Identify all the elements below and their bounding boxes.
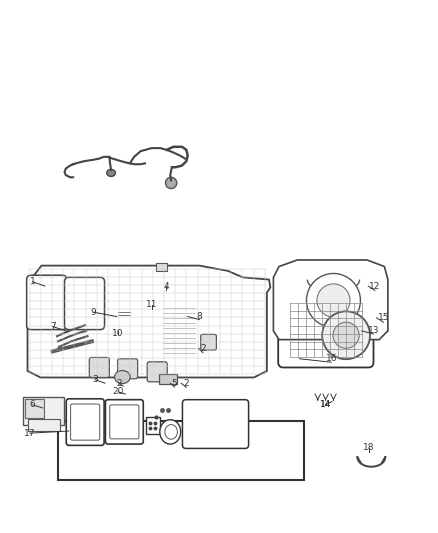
- FancyBboxPatch shape: [66, 399, 104, 446]
- Ellipse shape: [107, 169, 116, 176]
- Text: 20: 20: [112, 387, 124, 397]
- Bar: [159, 375, 177, 384]
- Text: 12: 12: [369, 281, 381, 290]
- Text: 14: 14: [320, 400, 331, 409]
- Text: 1: 1: [30, 277, 35, 286]
- Ellipse shape: [127, 315, 134, 322]
- Text: 8: 8: [197, 312, 202, 321]
- Text: 15: 15: [378, 313, 389, 322]
- Text: 9: 9: [91, 308, 96, 317]
- Text: 10: 10: [112, 329, 124, 338]
- FancyBboxPatch shape: [106, 400, 143, 444]
- Ellipse shape: [317, 284, 350, 317]
- Ellipse shape: [333, 322, 359, 349]
- Ellipse shape: [307, 273, 360, 327]
- Bar: [58, 421, 304, 480]
- Ellipse shape: [160, 419, 181, 444]
- Bar: [156, 263, 167, 271]
- FancyBboxPatch shape: [27, 275, 67, 329]
- Ellipse shape: [354, 324, 367, 336]
- Text: 3: 3: [92, 375, 98, 384]
- Text: 13: 13: [368, 326, 379, 335]
- Text: 17: 17: [24, 429, 35, 438]
- Bar: [25, 399, 44, 417]
- Bar: [118, 315, 121, 323]
- Bar: [146, 417, 160, 434]
- FancyBboxPatch shape: [89, 358, 110, 377]
- FancyBboxPatch shape: [147, 362, 167, 382]
- Text: 18: 18: [364, 443, 375, 452]
- Bar: [122, 315, 126, 323]
- FancyBboxPatch shape: [64, 277, 105, 329]
- Bar: [28, 419, 60, 431]
- FancyBboxPatch shape: [71, 404, 100, 440]
- FancyBboxPatch shape: [201, 334, 216, 350]
- Ellipse shape: [149, 318, 154, 322]
- FancyBboxPatch shape: [110, 405, 139, 439]
- Ellipse shape: [190, 408, 241, 440]
- Text: 11: 11: [146, 300, 157, 309]
- Text: 2: 2: [116, 378, 122, 387]
- Ellipse shape: [322, 311, 370, 359]
- Text: 2: 2: [200, 344, 206, 353]
- Ellipse shape: [165, 425, 177, 439]
- Ellipse shape: [166, 177, 177, 189]
- Text: 16: 16: [325, 354, 337, 364]
- Text: 2: 2: [184, 378, 189, 387]
- Polygon shape: [273, 260, 388, 340]
- Text: 14: 14: [320, 400, 331, 409]
- FancyBboxPatch shape: [183, 400, 249, 448]
- Text: 5: 5: [172, 378, 177, 387]
- Bar: [114, 310, 162, 341]
- Text: 7: 7: [50, 322, 56, 331]
- Ellipse shape: [141, 315, 147, 321]
- Bar: [162, 305, 197, 356]
- FancyBboxPatch shape: [278, 293, 374, 367]
- Ellipse shape: [115, 370, 130, 384]
- Text: 4: 4: [163, 281, 169, 290]
- FancyBboxPatch shape: [117, 359, 138, 379]
- Polygon shape: [28, 265, 270, 377]
- Text: 6: 6: [30, 400, 35, 409]
- Bar: [23, 397, 64, 425]
